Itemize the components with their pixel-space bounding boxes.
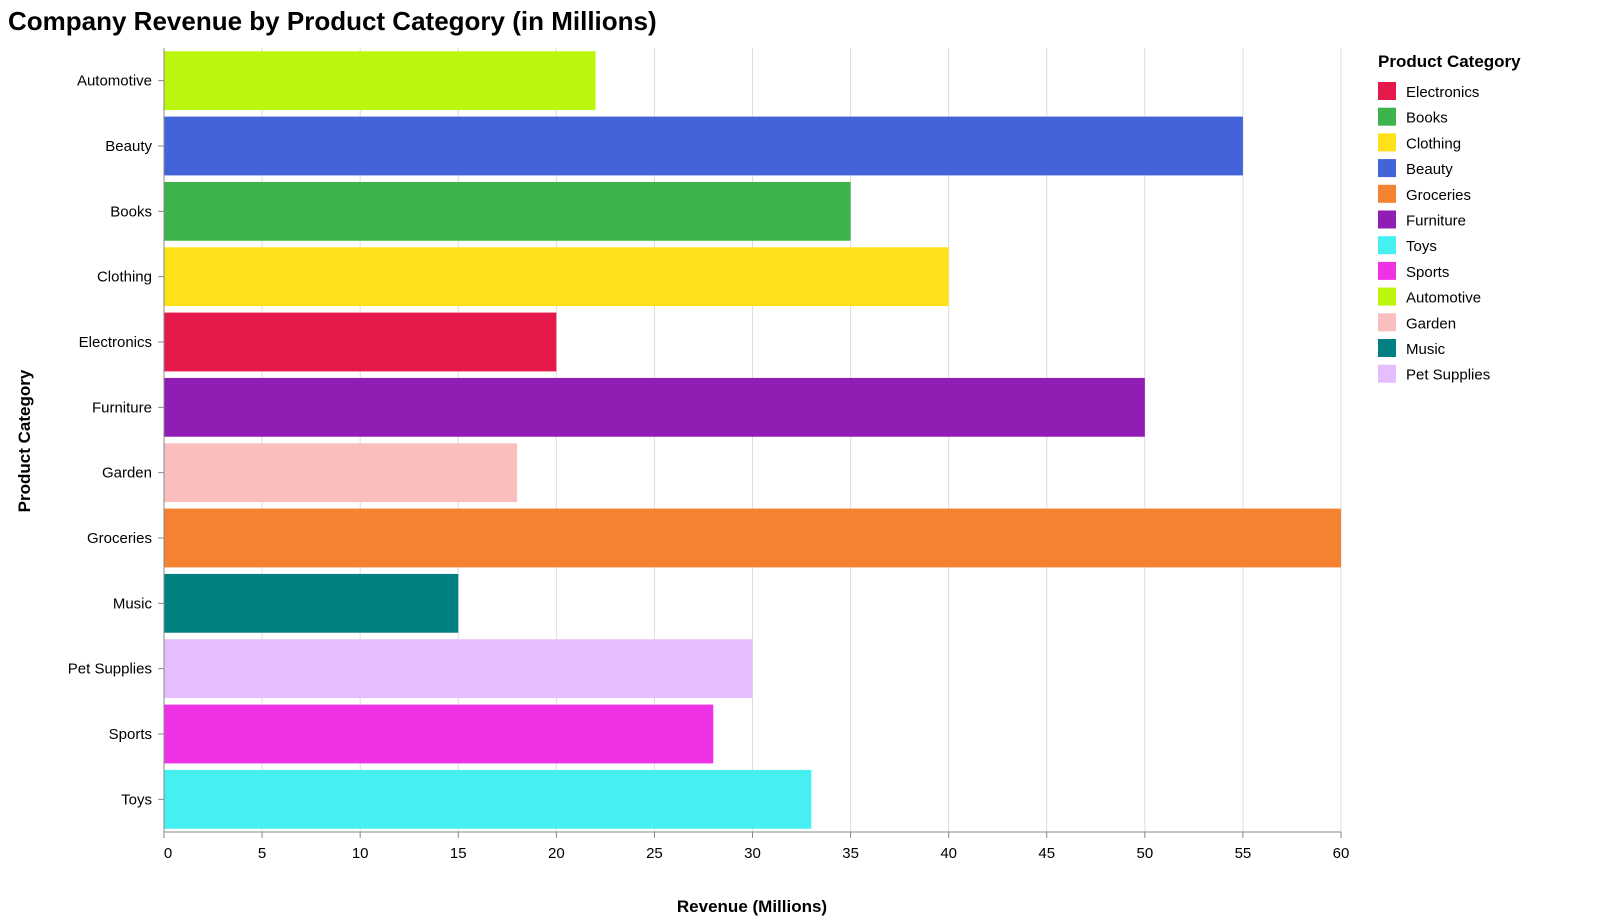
x-tick-label-6: 30 [744, 845, 761, 862]
x-tick-label-2: 10 [352, 845, 369, 862]
y-tick-label-2: Books [110, 203, 152, 220]
y-tick-label-6: Garden [102, 465, 152, 482]
x-tick-label-7: 35 [842, 845, 859, 862]
x-tick-label-10: 50 [1136, 845, 1153, 862]
x-axis-title: Revenue (Millions) [677, 897, 827, 916]
y-tick-label-1: Beauty [105, 138, 152, 155]
legend-title: Product Category [1378, 52, 1521, 71]
x-tick-label-5: 25 [646, 845, 663, 862]
y-tick-label-7: Groceries [87, 530, 152, 547]
legend-label-sports: Sports [1406, 264, 1449, 281]
legend-swatch-automotive [1378, 287, 1396, 306]
x-tick-label-3: 15 [450, 845, 467, 862]
bar-toys [164, 769, 812, 829]
bar-garden [164, 443, 518, 503]
x-tick-label-9: 45 [1038, 845, 1055, 862]
bar-pet-supplies [164, 639, 753, 699]
bar-music [164, 573, 459, 633]
axes: 0 5 10 15 20 25 30 35 40 45 50 55 60 Automotive Beauty… [68, 48, 1350, 862]
legend-swatch-garden [1378, 313, 1396, 332]
bar-groceries [164, 508, 1341, 568]
legend-swatch-groceries [1378, 184, 1396, 203]
legend-swatch-electronics [1378, 82, 1396, 100]
legend-swatch-music [1378, 339, 1396, 357]
legend-swatch-beauty [1378, 159, 1396, 178]
bar-automotive [164, 51, 596, 111]
legend: Product Category Electronics Books Clothin… [1378, 52, 1521, 384]
legend-swatch-pet-supplies [1378, 364, 1396, 383]
bar-books [164, 181, 851, 241]
y-tick-label-3: Clothing [97, 269, 152, 286]
legend-swatch-furniture [1378, 210, 1396, 229]
legend-label-beauty: Beauty [1406, 161, 1453, 178]
gridlines [163, 48, 1342, 832]
x-tick-label-4: 20 [548, 845, 565, 862]
legend-swatch-sports [1378, 261, 1396, 280]
legend-label-toys: Toys [1406, 238, 1437, 255]
legend-label-electronics: Electronics [1406, 84, 1479, 101]
x-tick-label-12: 60 [1333, 845, 1350, 862]
y-tick-label-5: Furniture [92, 399, 152, 416]
legend-label-pet-supplies: Pet Supplies [1406, 367, 1490, 384]
y-tick-label-0: Automotive [77, 73, 152, 90]
legend-swatch-toys [1378, 236, 1396, 255]
legend-label-music: Music [1406, 341, 1446, 358]
y-axis-title: Product Category [15, 369, 34, 512]
y-tick-label-11: Toys [121, 791, 152, 808]
bar-furniture [164, 377, 1145, 437]
bars [164, 51, 1341, 829]
bar-sports [164, 704, 714, 764]
chart-title: Company Revenue by Product Category (in … [8, 6, 657, 36]
bar-clothing [164, 247, 949, 307]
x-tick-label-1: 5 [258, 845, 266, 862]
legend-swatch-clothing [1378, 133, 1396, 152]
legend-swatch-books [1378, 107, 1396, 126]
legend-label-garden: Garden [1406, 315, 1456, 332]
x-tick-label-8: 40 [940, 845, 957, 862]
x-tick-label-0: 0 [164, 845, 172, 862]
legend-label-groceries: Groceries [1406, 187, 1471, 204]
bar-electronics [164, 312, 557, 372]
legend-label-clothing: Clothing [1406, 135, 1461, 152]
y-tick-label-8: Music [113, 595, 153, 612]
x-tick-label-11: 55 [1235, 845, 1252, 862]
legend-label-books: Books [1406, 110, 1448, 127]
legend-label-automotive: Automotive [1406, 290, 1481, 307]
bar-beauty [164, 116, 1243, 176]
y-tick-label-4: Electronics [79, 334, 152, 351]
legend-label-furniture: Furniture [1406, 213, 1466, 230]
y-tick-label-10: Sports [109, 726, 152, 743]
y-tick-label-9: Pet Supplies [68, 661, 152, 678]
